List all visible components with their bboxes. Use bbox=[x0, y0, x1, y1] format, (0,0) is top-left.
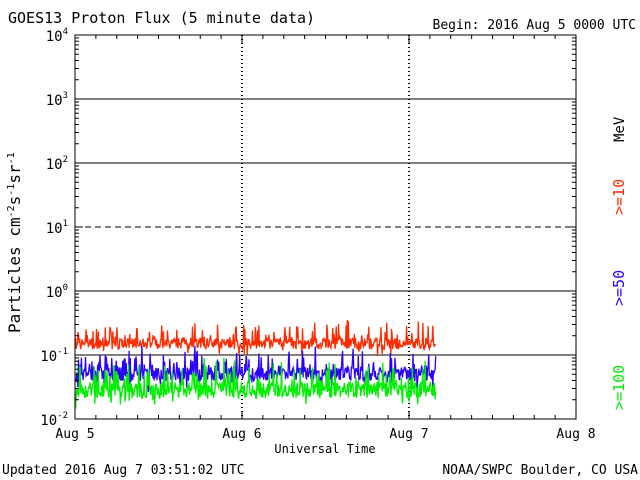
y-tick-label: 10-1 bbox=[40, 347, 68, 365]
y-axis-label: Particles cm-2s-1sr-1 bbox=[5, 152, 24, 333]
y-tick-exponent: 4 bbox=[63, 27, 68, 37]
series-line bbox=[74, 345, 437, 393]
y-tick-base: 10 bbox=[40, 413, 57, 429]
axis-ticks bbox=[74, 34, 577, 420]
energy-unit-label: MeV bbox=[612, 116, 628, 142]
grid-lines bbox=[75, 35, 576, 419]
legend-label: >=10 bbox=[610, 179, 628, 215]
x-tick-labels: Aug 5 Aug 6 Aug 7 Aug 8 bbox=[55, 427, 595, 442]
legend-label: >=100 bbox=[610, 365, 628, 410]
chart-title: GOES13 Proton Flux (5 minute data) bbox=[8, 9, 315, 27]
y-tick-label: 100 bbox=[46, 283, 68, 301]
y-tick-label: 103 bbox=[46, 91, 68, 109]
x-tick-label: Aug 5 bbox=[55, 427, 94, 442]
y-tick-base: 10 bbox=[40, 349, 57, 365]
y-tick-exponent: -2 bbox=[57, 411, 68, 421]
y-tick-exponent: 1 bbox=[63, 219, 68, 229]
legend-label: >=50 bbox=[610, 270, 628, 306]
series-line bbox=[74, 357, 437, 409]
x-tick-label: Aug 8 bbox=[556, 427, 595, 442]
y-tick-base: 10 bbox=[46, 29, 63, 45]
y-tick-base: 10 bbox=[46, 285, 63, 301]
y-tick-label: 10-2 bbox=[40, 411, 68, 429]
y-tick-label: 104 bbox=[46, 27, 68, 45]
y-tick-base: 10 bbox=[46, 93, 63, 109]
y-tick-label: 102 bbox=[46, 155, 68, 173]
y-tick-exponent: 3 bbox=[63, 91, 68, 101]
x-tick-label: Aug 6 bbox=[222, 427, 261, 442]
x-axis-label: Universal Time bbox=[274, 442, 375, 456]
x-tick-label: Aug 7 bbox=[389, 427, 428, 442]
y-tick-exponent: 2 bbox=[63, 155, 68, 165]
y-tick-exponent: -1 bbox=[57, 347, 68, 357]
y-tick-label: 101 bbox=[46, 219, 68, 237]
y-tick-base: 10 bbox=[46, 221, 63, 237]
y-tick-base: 10 bbox=[46, 157, 63, 173]
legend: >=10 >=50 >=100 bbox=[610, 179, 628, 410]
series-layer bbox=[74, 319, 437, 409]
y-tick-exponent: 0 bbox=[63, 283, 68, 293]
begin-label: Begin: 2016 Aug 5 0000 UTC bbox=[433, 18, 637, 33]
updated-timestamp: Updated 2016 Aug 7 03:51:02 UTC bbox=[2, 463, 245, 478]
series-line bbox=[74, 319, 437, 357]
source-credit: NOAA/SWPC Boulder, CO USA bbox=[442, 463, 638, 478]
